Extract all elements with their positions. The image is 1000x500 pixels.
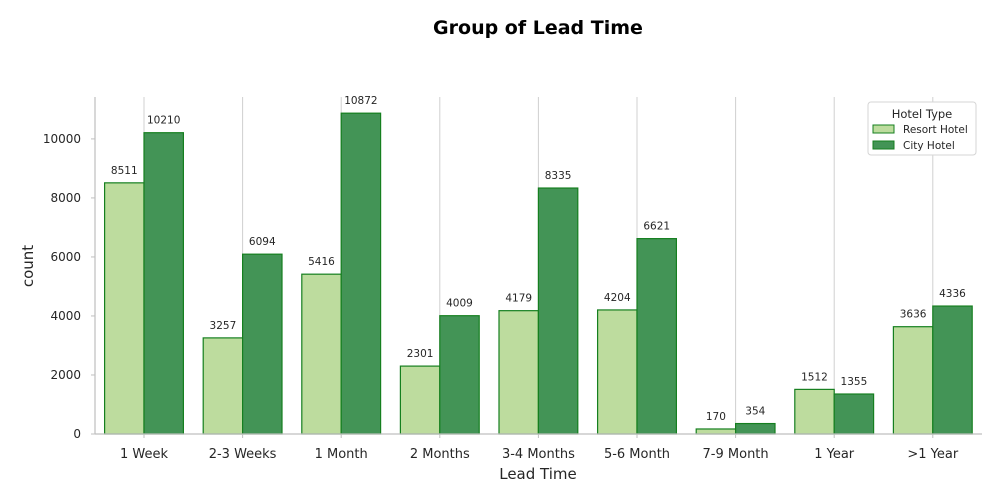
bar-city-hotel-7-9-month: [734, 422, 776, 435]
bar-resort-hotel-1-year: [794, 388, 835, 435]
data-label-resort-hotel-1-year: 1512: [801, 371, 828, 383]
legend-label-resort-hotel: Resort Hotel: [903, 124, 968, 136]
x-tick-label-5-6-month: 5-6 Month: [604, 447, 670, 462]
bar-resort-hotel-2-months: [399, 365, 441, 435]
x-axis-label: Lead Time: [499, 465, 577, 483]
x-tick-label-1-year: 1 Year: [814, 447, 855, 462]
x-tick-label-1-month: 1 Month: [315, 447, 368, 462]
y-tick-label-6000: 6000: [50, 250, 81, 264]
x-tick-label-7-9-month: 7-9 Month: [703, 447, 769, 462]
data-label-resort-hotel-7-9-month: 170: [706, 411, 726, 423]
bar-city-hotel-1-month: [340, 112, 382, 435]
y-tick-label-2000: 2000: [50, 368, 81, 382]
bar-resort-hotel-1-month: [301, 273, 342, 435]
y-tick-label-4000: 4000: [50, 309, 81, 323]
bar-city-hotel-5-6-month: [636, 238, 678, 435]
legend: Hotel Type Resort Hotel City Hotel: [867, 101, 977, 156]
legend-label-city-hotel: City Hotel: [903, 140, 955, 152]
y-tick-labels: 0 2000 4000 6000 8000 10000: [43, 132, 95, 441]
data-label-resort-hotel-3-4-months: 4179: [505, 293, 532, 305]
data-label-city-hotel-1-year: 1355: [841, 376, 868, 388]
data-label-resort-hotel-2-3-weeks: 3257: [210, 320, 237, 332]
chart-title: Group of Lead Time: [433, 17, 643, 39]
bar-resort-hotel-1-year: [892, 326, 934, 435]
y-tick-label-0: 0: [73, 427, 81, 441]
bar-resort-hotel-1-week: [103, 182, 145, 435]
legend-title: Hotel Type: [892, 107, 953, 121]
bar-city-hotel-1-week: [143, 132, 185, 435]
x-tick-label-1-week: 1 Week: [120, 447, 168, 462]
data-label-resort-hotel-1-year: 3636: [900, 309, 927, 321]
data-label-resort-hotel-1-month: 5416: [308, 256, 335, 268]
bar-city-hotel-1-year: [833, 393, 875, 435]
bar-resort-hotel-3-4-months: [498, 310, 540, 435]
data-labels: 8511 3257 5416 2301 4179 4204 170 1512 3636 10210…: [111, 95, 966, 423]
bar-resort-hotel-5-6-month: [596, 309, 638, 435]
legend-swatch-city-hotel: [872, 140, 895, 150]
bar-city-hotel-2-3-weeks: [242, 253, 283, 435]
data-label-resort-hotel-5-6-month: 4204: [604, 292, 631, 304]
data-label-resort-hotel-1-week: 8511: [111, 165, 138, 177]
data-label-city-hotel-1-week: 10210: [147, 115, 180, 127]
legend-swatch-resort-hotel: [872, 124, 895, 134]
bar-city-hotel-2-months: [439, 315, 480, 435]
x-tick-label-3-4-months: 3-4 Months: [502, 447, 575, 462]
x-tick-label-2-months: 2 Months: [410, 447, 470, 462]
legend-frame: [867, 101, 977, 156]
x-tick-label-1-year: >1 Year: [907, 447, 958, 462]
bars: [103, 112, 973, 435]
y-tick-label-8000: 8000: [50, 191, 81, 205]
data-label-city-hotel-2-3-weeks: 6094: [249, 236, 276, 248]
y-tick-label-10000: 10000: [43, 132, 81, 146]
data-label-city-hotel-3-4-months: 8335: [545, 170, 572, 182]
bar-city-hotel-1-year: [932, 305, 973, 435]
data-label-city-hotel-2-months: 4009: [446, 298, 473, 310]
bar-resort-hotel-7-9-month: [695, 428, 737, 435]
y-axis-label: count: [19, 245, 37, 287]
bar-city-hotel-3-4-months: [537, 187, 579, 435]
data-label-city-hotel-1-year: 4336: [939, 288, 966, 300]
x-tick-label-2-3-weeks: 2-3 Weeks: [209, 447, 277, 462]
x-tick-labels: 1 Week 2-3 Weeks 1 Month 2 Months 3-4 Months…: [120, 434, 959, 462]
data-label-city-hotel-1-month: 10872: [344, 95, 377, 107]
data-label-city-hotel-7-9-month: 354: [745, 406, 765, 418]
bar-resort-hotel-2-3-weeks: [202, 337, 244, 435]
data-label-city-hotel-5-6-month: 6621: [643, 221, 670, 233]
data-label-resort-hotel-2-months: 2301: [407, 348, 434, 360]
